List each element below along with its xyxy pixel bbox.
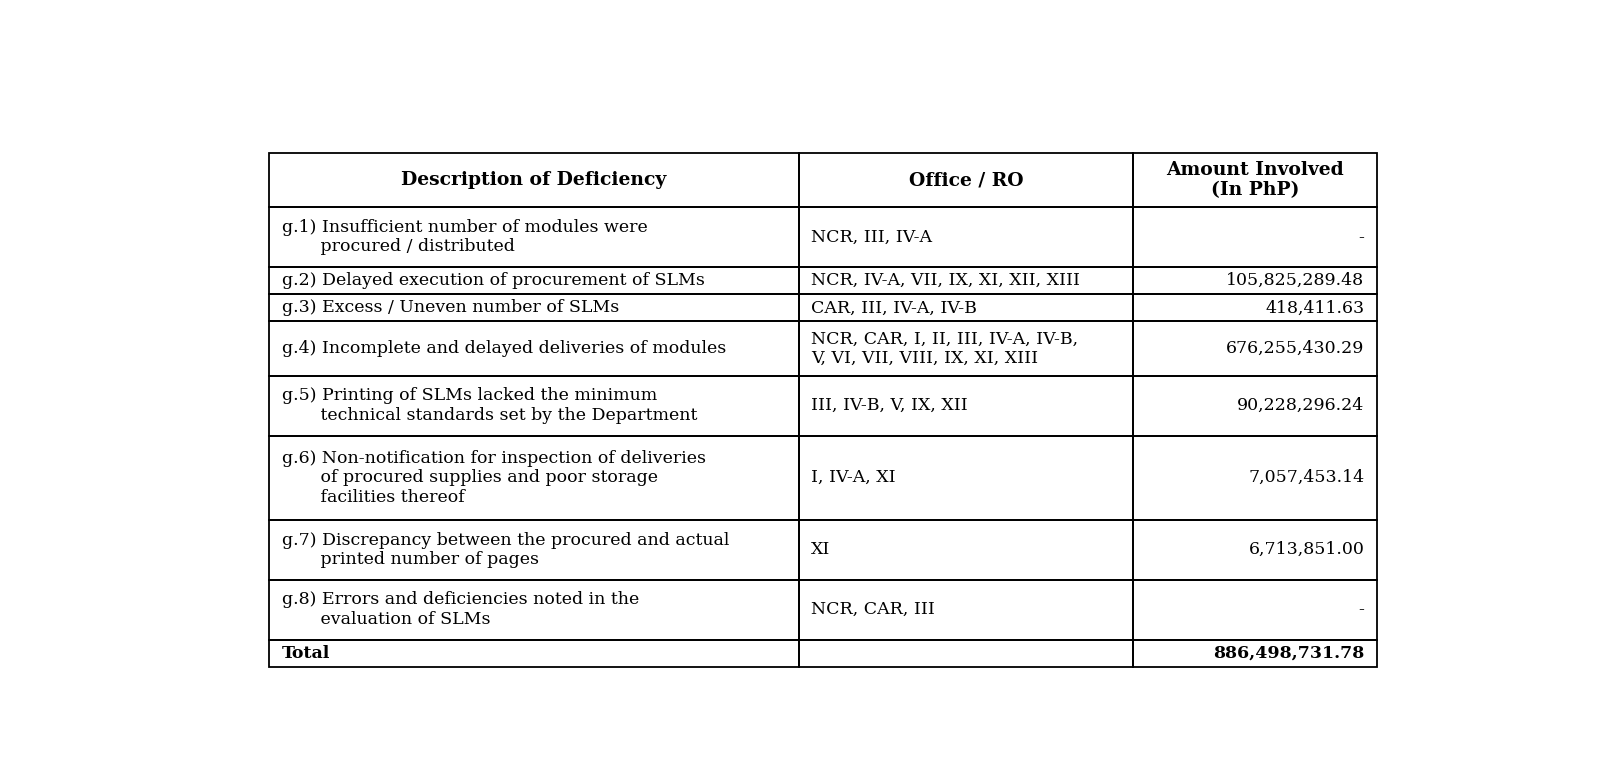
Text: 886,498,731.78: 886,498,731.78 bbox=[1212, 645, 1364, 662]
Bar bbox=[270, 639, 798, 667]
Bar bbox=[798, 294, 1133, 321]
Text: 676,255,430.29: 676,255,430.29 bbox=[1225, 340, 1364, 357]
Text: g.3) Excess / Uneven number of SLMs: g.3) Excess / Uneven number of SLMs bbox=[281, 300, 618, 317]
Bar bbox=[270, 267, 798, 294]
Bar bbox=[798, 639, 1133, 667]
Bar bbox=[1133, 639, 1375, 667]
Text: NCR, III, IV-A: NCR, III, IV-A bbox=[811, 229, 931, 246]
Text: NCR, IV-A, VII, IX, XI, XII, XIII: NCR, IV-A, VII, IX, XI, XII, XIII bbox=[811, 272, 1080, 289]
Text: 6,713,851.00: 6,713,851.00 bbox=[1247, 542, 1364, 558]
Bar bbox=[270, 153, 798, 207]
Bar bbox=[270, 580, 798, 639]
Text: XI: XI bbox=[811, 542, 830, 558]
Text: 7,057,453.14: 7,057,453.14 bbox=[1247, 469, 1364, 487]
Bar bbox=[798, 376, 1133, 435]
Bar bbox=[798, 580, 1133, 639]
Bar bbox=[798, 207, 1133, 267]
Bar bbox=[1133, 207, 1375, 267]
Text: NCR, CAR, III: NCR, CAR, III bbox=[811, 601, 934, 618]
Bar bbox=[798, 520, 1133, 580]
Text: Office / RO: Office / RO bbox=[908, 171, 1022, 189]
Text: g.7) Discrepancy between the procured and actual
       printed number of pages: g.7) Discrepancy between the procured an… bbox=[281, 532, 729, 568]
Text: Description of Deficiency: Description of Deficiency bbox=[401, 171, 666, 189]
Text: Amount Involved
(In PhP): Amount Involved (In PhP) bbox=[1165, 161, 1343, 199]
Bar bbox=[270, 376, 798, 435]
Text: Total: Total bbox=[281, 645, 329, 662]
Text: 418,411.63: 418,411.63 bbox=[1265, 300, 1364, 317]
Bar bbox=[798, 321, 1133, 376]
Text: NCR, CAR, I, II, III, IV-A, IV-B,
V, VI, VII, VIII, IX, XI, XIII: NCR, CAR, I, II, III, IV-A, IV-B, V, VI,… bbox=[811, 331, 1077, 367]
Bar bbox=[270, 207, 798, 267]
Bar bbox=[1133, 376, 1375, 435]
Bar bbox=[798, 153, 1133, 207]
Text: g.6) Non-notification for inspection of deliveries
       of procured supplies a: g.6) Non-notification for inspection of … bbox=[281, 449, 705, 506]
Text: CAR, III, IV-A, IV-B: CAR, III, IV-A, IV-B bbox=[811, 300, 976, 317]
Bar bbox=[1133, 267, 1375, 294]
Text: g.1) Insufficient number of modules were
       procured / distributed: g.1) Insufficient number of modules were… bbox=[281, 219, 647, 255]
Text: -: - bbox=[1358, 229, 1364, 246]
Text: g.4) Incomplete and delayed deliveries of modules: g.4) Incomplete and delayed deliveries o… bbox=[281, 340, 725, 357]
Text: -: - bbox=[1358, 601, 1364, 618]
Text: 105,825,289.48: 105,825,289.48 bbox=[1226, 272, 1364, 289]
Bar bbox=[1133, 321, 1375, 376]
Text: III, IV-B, V, IX, XII: III, IV-B, V, IX, XII bbox=[811, 397, 968, 414]
Bar bbox=[270, 520, 798, 580]
Bar bbox=[1133, 520, 1375, 580]
Text: g.2) Delayed execution of procurement of SLMs: g.2) Delayed execution of procurement of… bbox=[281, 272, 705, 289]
Text: 90,228,296.24: 90,228,296.24 bbox=[1236, 397, 1364, 414]
Text: I, IV-A, XI: I, IV-A, XI bbox=[811, 469, 896, 487]
Bar bbox=[270, 321, 798, 376]
Bar bbox=[270, 435, 798, 520]
Bar bbox=[1133, 153, 1375, 207]
Text: g.8) Errors and deficiencies noted in the
       evaluation of SLMs: g.8) Errors and deficiencies noted in th… bbox=[281, 591, 639, 628]
Bar bbox=[798, 267, 1133, 294]
Text: g.5) Printing of SLMs lacked the minimum
       technical standards set by the D: g.5) Printing of SLMs lacked the minimum… bbox=[281, 387, 697, 424]
Bar bbox=[1133, 435, 1375, 520]
Bar bbox=[1133, 294, 1375, 321]
Bar bbox=[798, 435, 1133, 520]
Bar bbox=[1133, 580, 1375, 639]
Bar bbox=[270, 294, 798, 321]
